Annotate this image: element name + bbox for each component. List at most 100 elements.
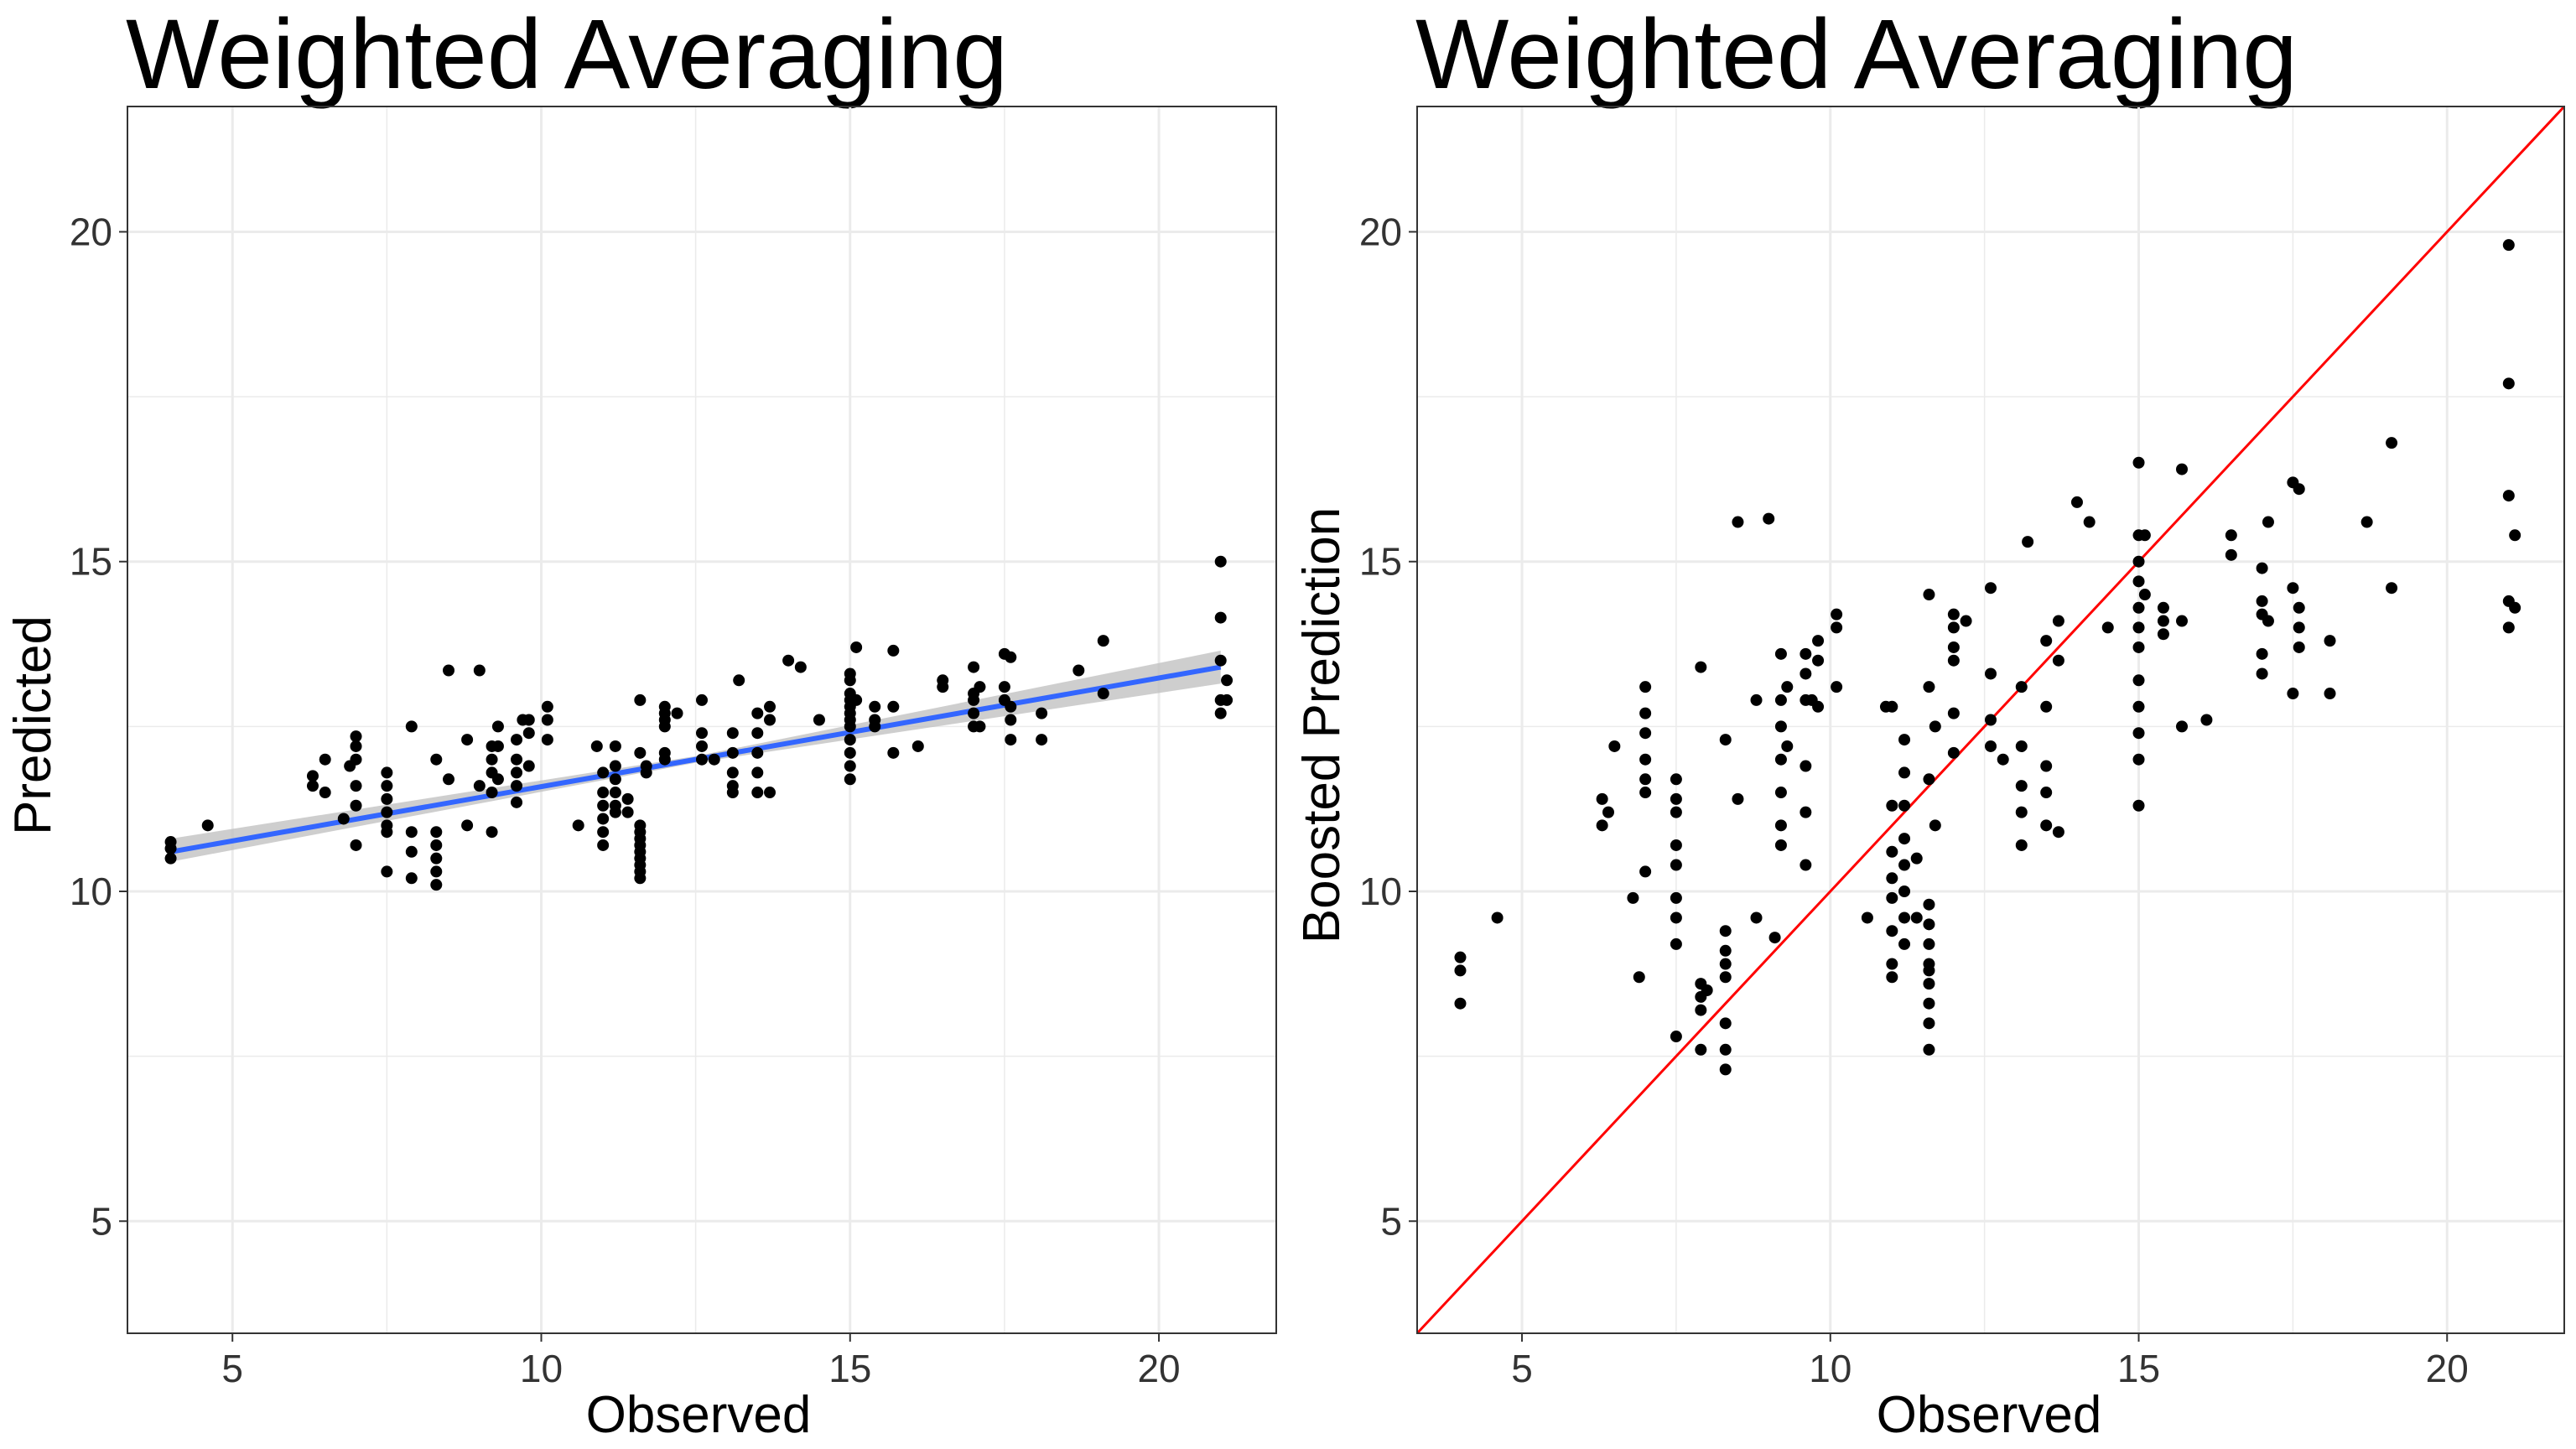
right-data-point xyxy=(1947,621,1960,634)
right-y-axis-label: Boosted Prediction xyxy=(1293,507,1351,943)
right-data-point xyxy=(1639,753,1652,766)
right-data-point xyxy=(1898,911,1911,924)
left-data-point xyxy=(319,753,331,766)
left-y-tick-label: 10 xyxy=(70,870,112,913)
left-data-point xyxy=(869,700,881,713)
left-data-point xyxy=(850,641,863,653)
right-data-point xyxy=(2040,760,2053,772)
right-data-point xyxy=(1898,833,1911,845)
right-data-point xyxy=(1750,911,1763,924)
left-data-point xyxy=(850,693,863,706)
right-data-point xyxy=(2176,720,2188,733)
left-data-point xyxy=(609,806,621,818)
left-data-point xyxy=(164,836,177,849)
right-data-point xyxy=(2132,641,2145,653)
right-data-point xyxy=(1929,819,1941,832)
right-x-tick-label: 15 xyxy=(2117,1347,2160,1390)
right-grid xyxy=(1417,106,2564,1333)
right-data-point xyxy=(2293,601,2305,614)
right-data-point xyxy=(1800,859,1812,871)
left-data-point xyxy=(405,872,418,885)
right-data-point xyxy=(1774,753,1787,766)
right-data-point xyxy=(2386,582,2398,595)
right-data-point xyxy=(1898,859,1911,871)
left-data-point xyxy=(491,740,504,752)
left-data-point xyxy=(968,707,980,719)
left-data-point xyxy=(1221,674,1233,687)
right-data-point xyxy=(1886,872,1898,885)
right-data-point xyxy=(1695,1004,1707,1016)
left-data-point xyxy=(844,734,856,746)
right-data-point xyxy=(2138,589,2151,601)
right-data-point xyxy=(1886,700,1898,713)
left-data-point xyxy=(350,740,362,752)
right-x-tick-label: 20 xyxy=(2426,1347,2469,1390)
left-data-point xyxy=(405,845,418,858)
right-data-point xyxy=(2225,529,2237,542)
right-data-point xyxy=(1670,859,1682,871)
left-data-point xyxy=(164,852,177,865)
left-y-ticks: 5 10 15 20 xyxy=(70,210,127,1243)
left-data-point xyxy=(1221,693,1233,706)
right-data-point xyxy=(1831,621,1843,634)
left-data-point xyxy=(844,760,856,772)
right-data-point xyxy=(2040,700,2053,713)
left-data-point xyxy=(671,707,683,719)
left-data-point xyxy=(609,740,621,752)
left-data-point xyxy=(597,826,610,839)
left-data-point xyxy=(597,766,610,779)
left-x-tick-label: 15 xyxy=(828,1347,871,1390)
right-data-point xyxy=(1886,799,1898,812)
right-data-point xyxy=(2256,667,2268,680)
right-data-point xyxy=(1719,944,1732,957)
right-data-point xyxy=(1886,891,1898,904)
left-data-point xyxy=(764,700,776,713)
right-data-point xyxy=(2052,654,2064,667)
right-data-point xyxy=(1812,654,1825,667)
left-data-point xyxy=(658,720,671,733)
left-data-point xyxy=(430,852,443,865)
right-data-point xyxy=(2132,727,2145,740)
right-data-point xyxy=(1898,886,1911,898)
right-data-point xyxy=(2022,536,2034,548)
right-data-point xyxy=(1800,760,1812,772)
left-data-point xyxy=(726,787,739,799)
right-data-point xyxy=(2509,601,2521,614)
right-data-point xyxy=(1923,898,1935,911)
right-points xyxy=(1454,239,2521,1076)
right-data-point xyxy=(2324,688,2336,700)
right-data-point xyxy=(2132,601,2145,614)
right-data-point xyxy=(2015,780,2028,792)
right-data-point xyxy=(1985,714,1997,726)
left-chart: Weighted Averaging 5 10 15 20 5 10 15 20 Obser… xyxy=(4,0,1277,1444)
right-data-point xyxy=(1670,806,1682,818)
right-data-point xyxy=(1719,1063,1732,1076)
left-se-band xyxy=(170,650,1221,862)
right-data-point xyxy=(1898,937,1911,950)
right-data-point xyxy=(1639,681,1652,693)
left-data-point xyxy=(486,826,498,839)
right-data-point xyxy=(1985,582,1997,595)
right-data-point xyxy=(1670,891,1682,904)
right-x-tick-label: 5 xyxy=(1511,1347,1533,1390)
left-data-point xyxy=(350,799,362,812)
right-data-point xyxy=(1670,792,1682,805)
right-data-point xyxy=(2040,819,2053,832)
left-data-point xyxy=(1072,664,1085,677)
right-data-point xyxy=(2256,647,2268,660)
left-data-point xyxy=(405,826,418,839)
right-data-point xyxy=(1719,925,1732,937)
left-data-point xyxy=(430,879,443,891)
right-data-point xyxy=(2132,621,2145,634)
left-data-point xyxy=(1005,651,1017,663)
right-data-point xyxy=(2132,575,2145,588)
right-data-point xyxy=(1831,608,1843,621)
right-y-tick-label: 5 xyxy=(1380,1199,1402,1243)
right-data-point xyxy=(2132,456,2145,469)
left-data-point xyxy=(726,727,739,740)
right-data-point xyxy=(1800,667,1812,680)
left-data-point xyxy=(911,740,924,752)
right-data-point xyxy=(1947,746,1960,759)
right-data-point xyxy=(1695,1043,1707,1056)
left-data-point xyxy=(764,714,776,726)
